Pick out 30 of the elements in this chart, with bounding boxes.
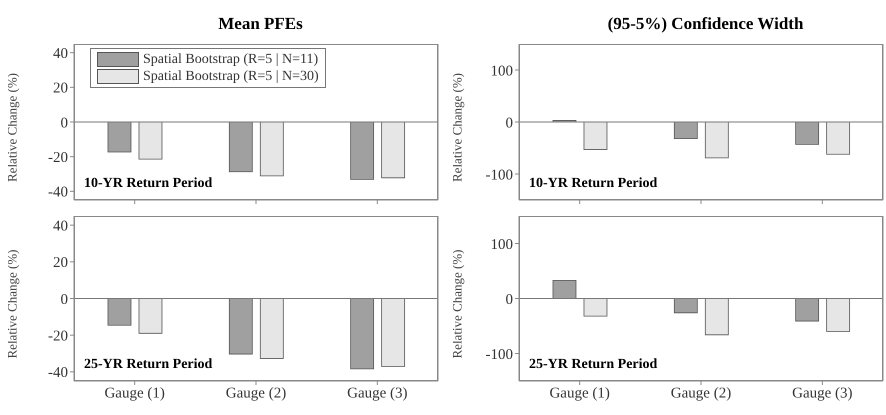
y-tick-label: 100 — [490, 63, 513, 80]
annotation: 10-YR Return Period — [84, 176, 212, 192]
x-tick-label: Gauge (2) — [226, 386, 286, 402]
chart-title: Mean PFEs — [217, 14, 304, 34]
y-tick-label: -40 — [48, 365, 68, 382]
y-tick-label: 0 — [60, 292, 68, 308]
x-tick-label: Gauge (2) — [670, 386, 732, 402]
x-tick-label: Gauge (1) — [104, 386, 165, 402]
y-tick-label: 0 — [60, 115, 68, 132]
y-tick-label: 20 — [53, 80, 68, 97]
y-tick-label: 20 — [53, 255, 68, 272]
annotation: 25-YR Return Period — [84, 357, 212, 373]
x-tick-label: Gauge (1) — [549, 386, 610, 402]
y-tick-label: 0 — [506, 115, 513, 132]
legend-label: Spatial Bootstrap (R=5 | N=30) — [143, 68, 319, 85]
chart-title: (95-5%) Confidence Width — [606, 14, 804, 34]
y-tick-label: -100 — [486, 346, 513, 363]
y-tick-label: -40 — [48, 184, 68, 201]
x-tick-label: Gauge (3) — [792, 386, 853, 402]
y-tick-label: -100 — [486, 167, 513, 184]
y-tick-label: -20 — [48, 328, 68, 344]
x-tick-label: Gauge (3) — [347, 386, 408, 402]
legend-label: Spatial Bootstrap (R=5 | N=11) — [143, 51, 318, 68]
y-tick-label: 40 — [53, 46, 68, 62]
annotation: 10-YR Return Period — [529, 176, 658, 192]
y-tick-label: 0 — [506, 292, 513, 308]
annotation: 25-YR Return Period — [529, 357, 658, 373]
y-tick-label: -20 — [48, 150, 68, 166]
y-tick-label: 100 — [490, 236, 513, 253]
y-tick-label: 40 — [53, 218, 68, 234]
